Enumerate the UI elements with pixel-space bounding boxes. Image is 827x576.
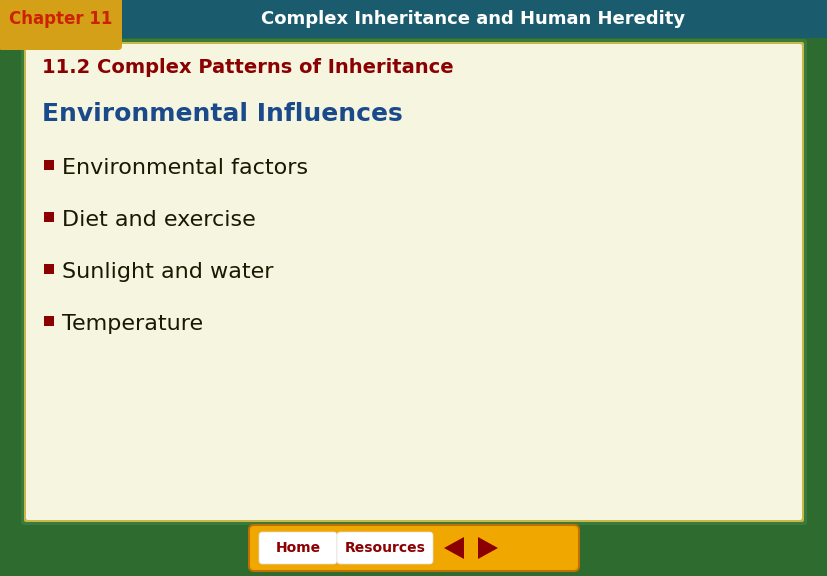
- FancyBboxPatch shape: [44, 212, 54, 222]
- Text: Complex Inheritance and Human Heredity: Complex Inheritance and Human Heredity: [261, 10, 684, 28]
- FancyBboxPatch shape: [26, 44, 801, 520]
- Text: Environmental factors: Environmental factors: [62, 158, 308, 178]
- Text: Resources: Resources: [344, 541, 425, 555]
- FancyBboxPatch shape: [44, 264, 54, 274]
- FancyBboxPatch shape: [2, 0, 118, 19]
- FancyBboxPatch shape: [0, 0, 122, 50]
- Polygon shape: [477, 537, 497, 559]
- FancyBboxPatch shape: [0, 0, 827, 38]
- FancyBboxPatch shape: [259, 532, 337, 564]
- Text: Chapter 11: Chapter 11: [9, 10, 112, 28]
- Text: Environmental Influences: Environmental Influences: [42, 102, 402, 126]
- Text: Temperature: Temperature: [62, 314, 203, 334]
- FancyBboxPatch shape: [44, 316, 54, 326]
- FancyBboxPatch shape: [44, 160, 54, 170]
- Polygon shape: [443, 537, 463, 559]
- FancyBboxPatch shape: [249, 525, 578, 571]
- Text: 11.2 Complex Patterns of Inheritance: 11.2 Complex Patterns of Inheritance: [42, 58, 453, 77]
- FancyBboxPatch shape: [337, 532, 433, 564]
- Text: Diet and exercise: Diet and exercise: [62, 210, 256, 230]
- FancyBboxPatch shape: [21, 39, 806, 525]
- Text: Home: Home: [275, 541, 320, 555]
- Text: Sunlight and water: Sunlight and water: [62, 262, 273, 282]
- FancyBboxPatch shape: [24, 42, 803, 522]
